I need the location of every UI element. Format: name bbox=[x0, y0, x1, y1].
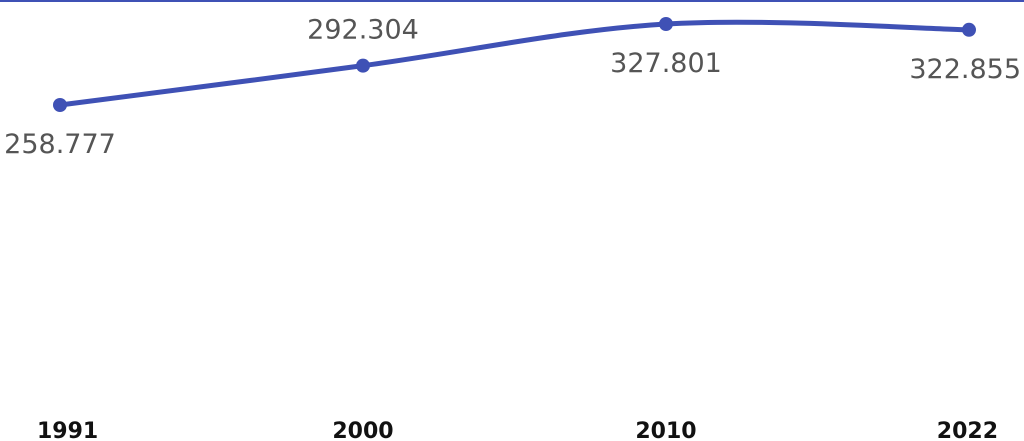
x-tick-label-1991: 1991 bbox=[37, 419, 98, 441]
data-label-1991: 258.777 bbox=[4, 129, 116, 160]
data-points bbox=[53, 17, 976, 112]
data-point-2000 bbox=[356, 58, 370, 73]
x-tick-label-2010: 2010 bbox=[635, 419, 696, 441]
data-point-1991 bbox=[53, 98, 67, 112]
data-label-2010: 327.801 bbox=[610, 48, 722, 79]
data-labels: 258.777 292.304 327.801 322.855 bbox=[4, 15, 1021, 160]
data-point-2022 bbox=[962, 22, 976, 37]
x-tick-label-2022: 2022 bbox=[937, 419, 998, 441]
series-line bbox=[57, 19, 972, 108]
data-label-2000: 292.304 bbox=[307, 15, 419, 46]
data-point-2010 bbox=[659, 17, 673, 31]
data-label-2022: 322.855 bbox=[909, 54, 1021, 85]
x-tick-label-2000: 2000 bbox=[332, 419, 393, 441]
x-axis-tick-labels: 1991 2000 2010 2022 bbox=[37, 419, 998, 441]
